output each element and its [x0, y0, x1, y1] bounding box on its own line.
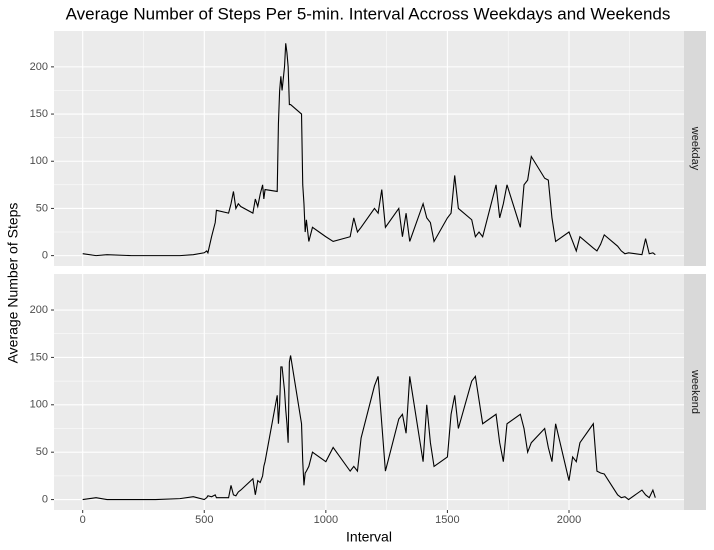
facet-label: weekend [689, 369, 701, 414]
line [82, 355, 656, 501]
y-axis-label: Average Number of Steps [5, 203, 21, 364]
y-tick-label: 0 [42, 493, 48, 505]
x-tick-label: 2000 [557, 514, 581, 526]
x-tick-label: 500 [195, 514, 213, 526]
chart-title: Average Number of Steps Per 5-min. Inter… [66, 4, 671, 23]
x-tick-label: 1500 [435, 514, 459, 526]
x-tick-label: 0 [80, 514, 86, 526]
y-tick-label: 50 [36, 446, 48, 458]
x-tick-label: 1000 [314, 514, 338, 526]
y-tick-label: 150 [30, 108, 48, 120]
y-tick-label: 150 [30, 351, 48, 363]
line [82, 43, 656, 257]
y-tick-label: 100 [30, 155, 48, 167]
y-tick-label: 200 [30, 304, 48, 316]
panel-background [54, 31, 684, 266]
y-tick-label: 0 [42, 250, 48, 262]
facet-strip [684, 31, 706, 266]
y-tick-label: 50 [36, 202, 48, 214]
panel-background [54, 274, 684, 510]
facet-strip [684, 274, 706, 510]
x-axis-label: Interval [346, 529, 392, 545]
y-tick-label: 100 [30, 399, 48, 411]
facet-label: weekday [689, 126, 701, 171]
y-tick-label: 200 [30, 61, 48, 73]
